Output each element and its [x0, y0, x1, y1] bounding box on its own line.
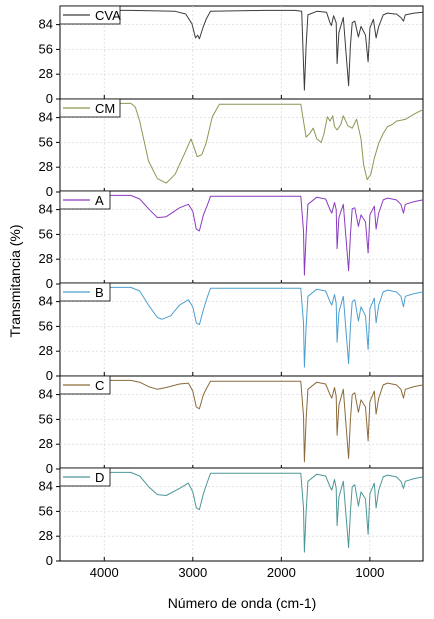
- y-tick-label: 84: [39, 387, 53, 402]
- y-tick-label: 28: [39, 528, 53, 543]
- y-tick-label: 84: [39, 17, 53, 32]
- panel-frame: [59, 467, 424, 562]
- y-tick-label: 28: [39, 159, 53, 174]
- y-tick-label: 56: [39, 41, 53, 56]
- legend-cva: CVA: [59, 5, 121, 25]
- legend-label: A: [95, 193, 104, 208]
- legend-label: B: [95, 285, 104, 300]
- series-line-a: [60, 194, 424, 276]
- x-tick-label: 4000: [90, 565, 119, 580]
- y-tick-label: 56: [39, 411, 53, 426]
- panel-cm: 0 28 56 84 CM: [39, 98, 424, 199]
- x-tick-label: 3000: [178, 565, 207, 580]
- x-tick-label: 2000: [267, 565, 296, 580]
- panel-frame: [59, 190, 424, 285]
- y-tick-label: 28: [39, 251, 53, 266]
- series-line-cva: [60, 9, 424, 91]
- y-tick-label: 28: [39, 343, 53, 358]
- y-tick-label: 28: [39, 66, 53, 81]
- y-axis-title: Transmitancia (%): [7, 224, 23, 337]
- panel-d: 0 28 56 84 D: [39, 467, 424, 568]
- y-tick-label: 0: [46, 184, 53, 199]
- y-tick-label: 0: [46, 461, 53, 476]
- x-axis-ticks: 4000 3000 2000 1000: [90, 565, 385, 580]
- panel-cva: 0 28 56 84 CVA: [39, 5, 424, 106]
- legend-a: A: [59, 190, 111, 210]
- y-tick-label: 56: [39, 134, 53, 149]
- y-tick-label: 0: [46, 276, 53, 291]
- panel-frame: [59, 375, 424, 470]
- y-tick-label: 84: [39, 202, 53, 217]
- series-line-cm: [60, 102, 424, 184]
- y-tick-label: 0: [46, 553, 53, 568]
- series-line-c: [60, 379, 424, 463]
- panel-b: 0 28 56 84 B: [39, 282, 424, 383]
- legend-label: D: [95, 470, 104, 485]
- y-tick-label: 56: [39, 226, 53, 241]
- panel-frame: [59, 282, 424, 377]
- panel-frame: [59, 98, 424, 193]
- legend-label: CVA: [95, 8, 121, 23]
- x-axis-title: Número de onda (cm-1): [168, 595, 317, 611]
- y-tick-label: 28: [39, 436, 53, 451]
- legend-b: B: [59, 282, 111, 302]
- y-tick-label: 84: [39, 110, 53, 125]
- y-tick-label: 84: [39, 294, 53, 309]
- y-tick-label: 0: [46, 91, 53, 106]
- legend-label: CM: [95, 101, 115, 116]
- y-tick-label: 84: [39, 479, 53, 494]
- legend-c: C: [59, 375, 111, 395]
- y-tick-label: 56: [39, 503, 53, 518]
- x-tick-label: 1000: [355, 565, 384, 580]
- panel-c: 0 28 56 84 C: [39, 375, 424, 476]
- panel-a: 0 28 56 84 A: [39, 190, 424, 291]
- y-tick-label: 56: [39, 318, 53, 333]
- series-line-d: [60, 471, 424, 553]
- legend-d: D: [59, 467, 111, 487]
- y-tick-label: 0: [46, 368, 53, 383]
- legend-cm: CM: [59, 98, 121, 118]
- series-line-b: [60, 286, 424, 368]
- panels-group: 0 28 56 84 CVA 0 28 56 84 CM 0 28 56 84 A 0 28 56 84 B 0 28 56…: [39, 5, 424, 568]
- panel-frame: [59, 5, 424, 100]
- legend-label: C: [95, 378, 104, 393]
